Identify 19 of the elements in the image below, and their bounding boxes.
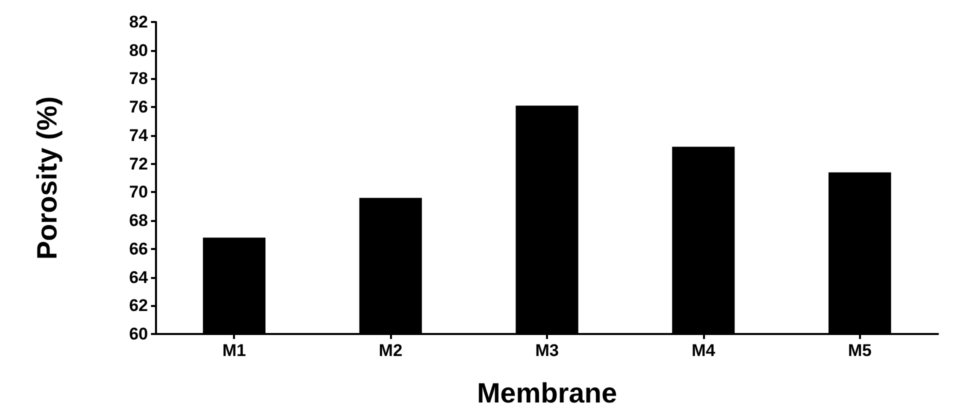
x-tick-label: M5 xyxy=(848,341,872,360)
y-tick-label: 74 xyxy=(129,126,149,145)
y-tick-label: 66 xyxy=(129,239,148,258)
y-tick-label: 60 xyxy=(129,324,148,344)
x-axis-title: Membrane xyxy=(476,378,618,408)
y-tick-label: 70 xyxy=(129,182,148,202)
y-axis-title: Porosity (%) xyxy=(32,96,62,260)
x-tick-label: M2 xyxy=(378,341,402,360)
x-tick-label: M4 xyxy=(692,341,716,360)
y-tick-label: 64 xyxy=(129,268,149,287)
x-tick-label: M1 xyxy=(222,341,246,360)
x-tick-label: M3 xyxy=(535,341,559,360)
y-tick-label: 76 xyxy=(129,98,148,117)
y-tick-label: 68 xyxy=(129,211,148,230)
y-tick-label: 80 xyxy=(129,40,148,60)
y-tick-label: 82 xyxy=(129,12,148,32)
y-tick-label: 72 xyxy=(129,154,148,174)
y-tick-label: 78 xyxy=(129,69,148,88)
y-tick-label: 62 xyxy=(129,296,148,316)
